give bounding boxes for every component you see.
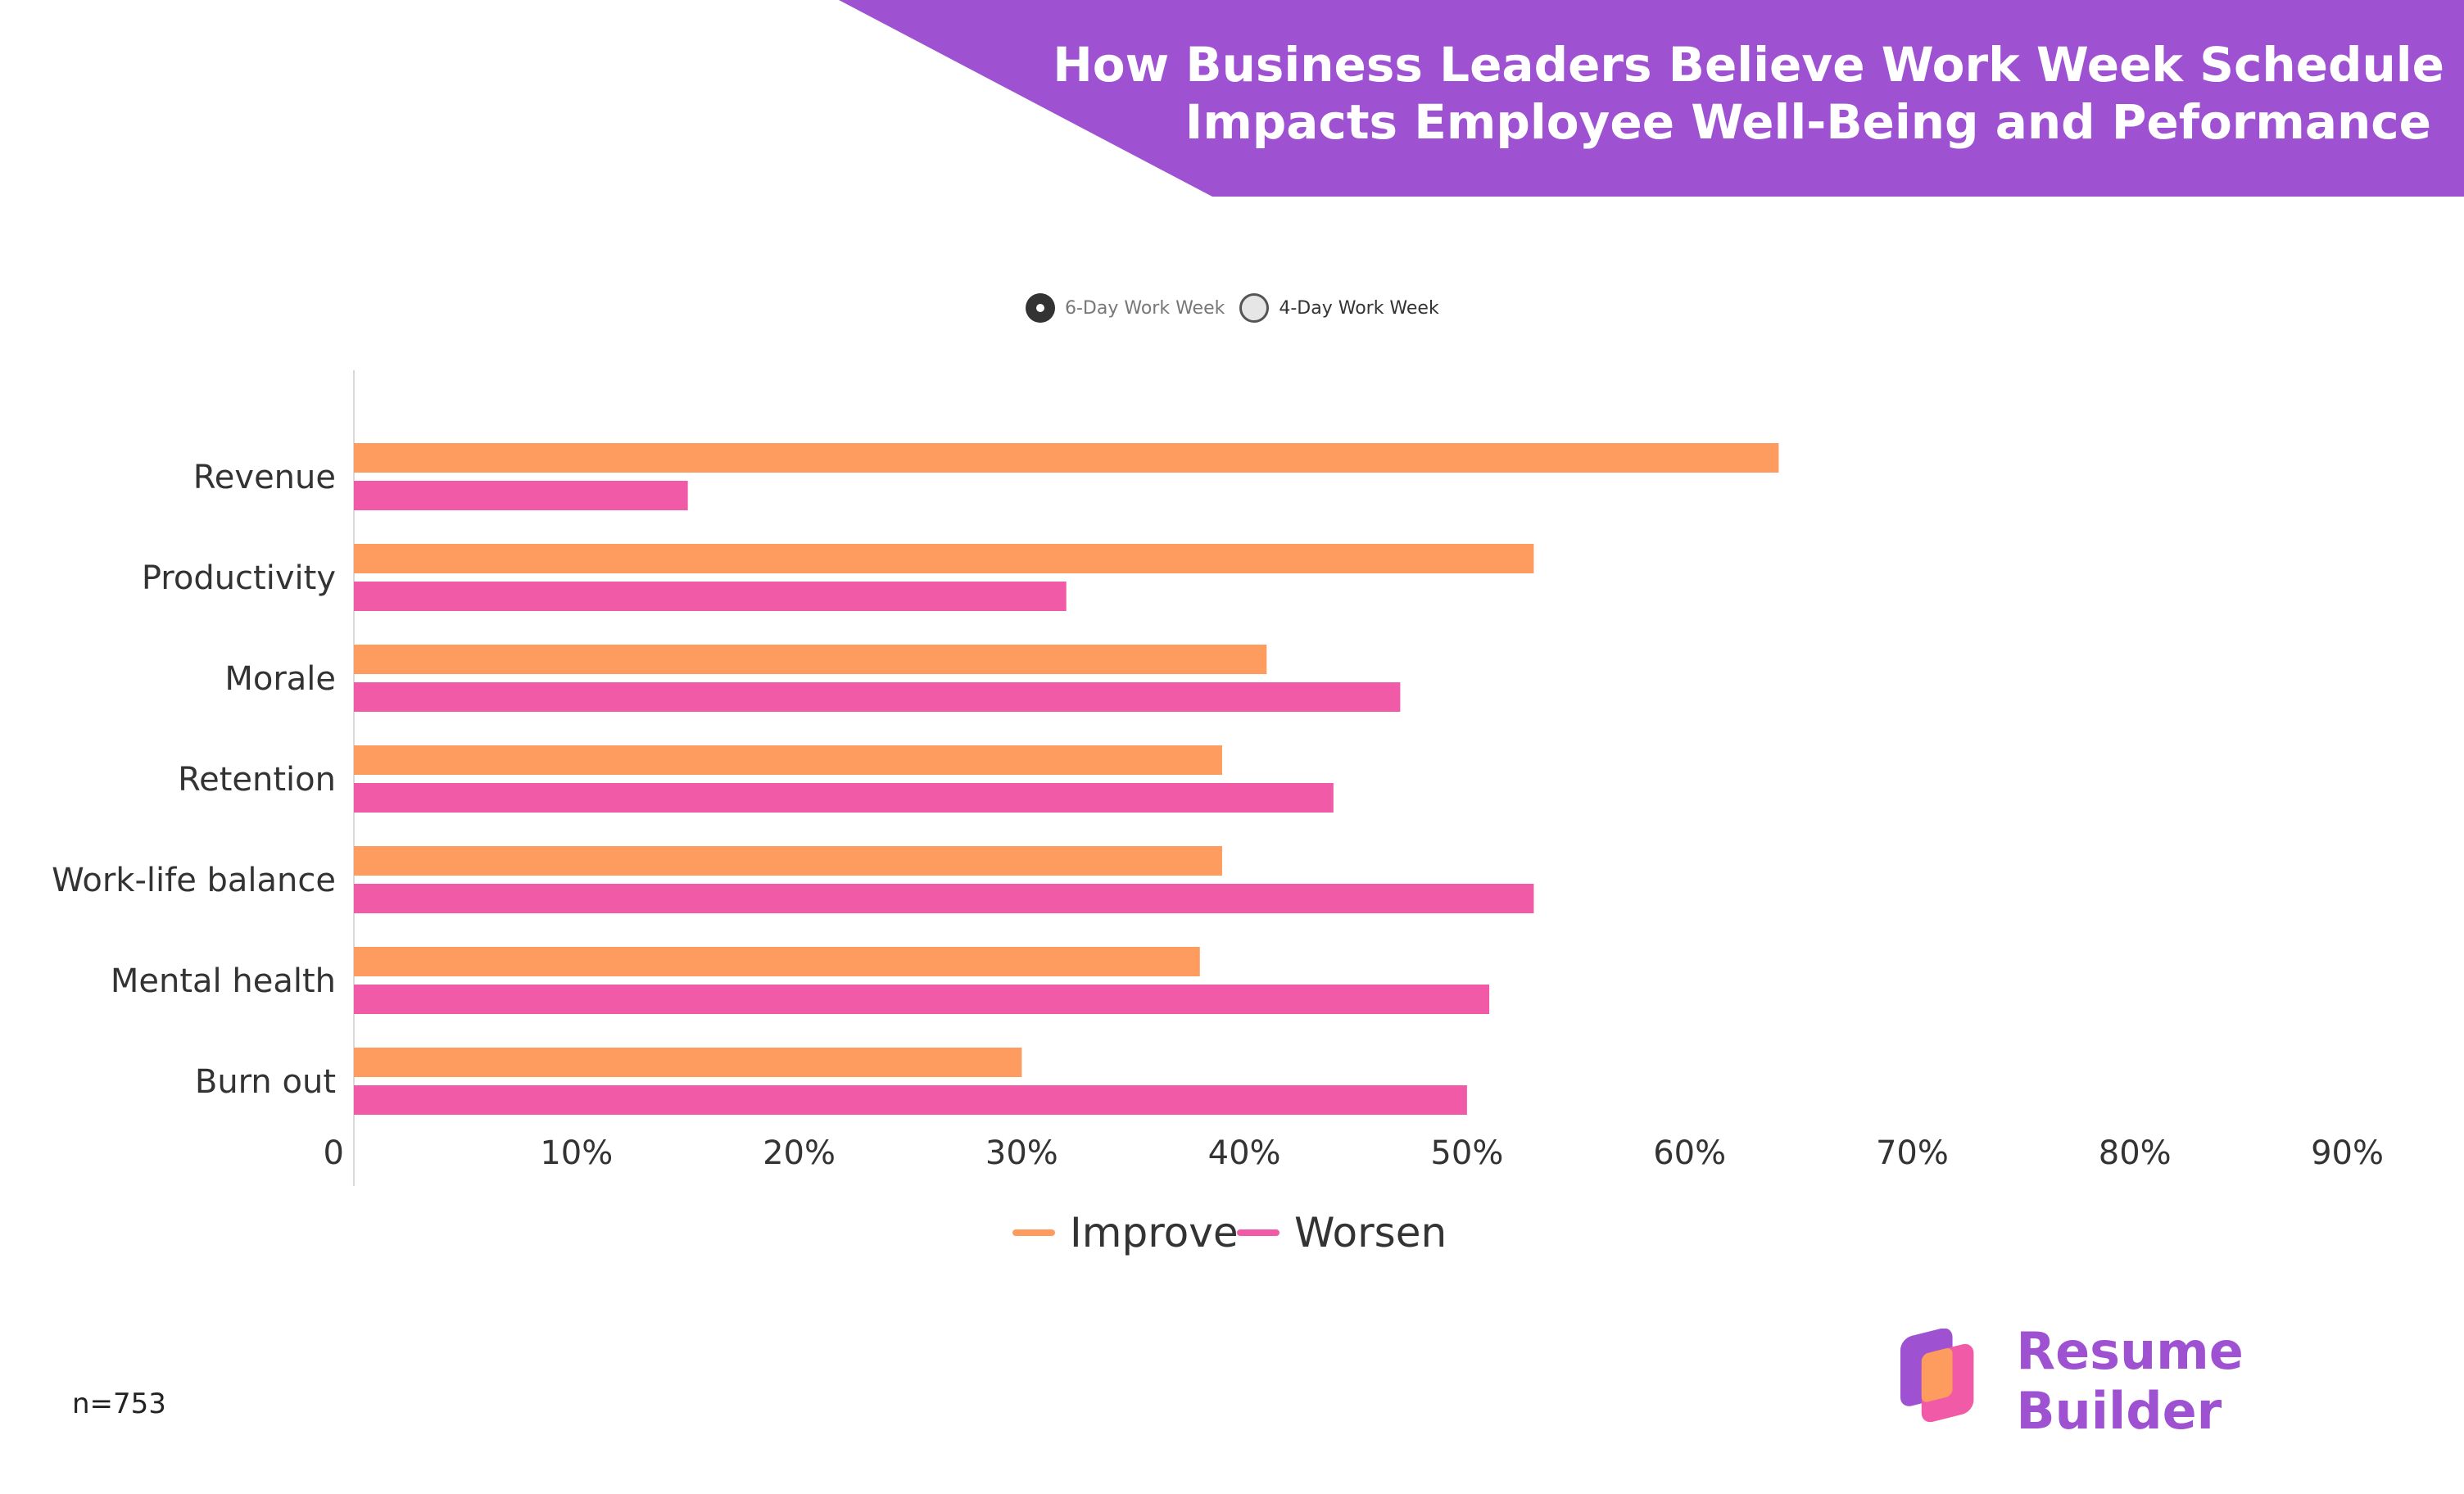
legend-label-worsen: Worsen bbox=[1294, 1209, 1447, 1256]
x-tick-label: 40% bbox=[1208, 1134, 1281, 1172]
brand-name: Resume Builder bbox=[2016, 1321, 2244, 1441]
bar-worsen bbox=[354, 783, 1334, 813]
bar-worsen bbox=[354, 884, 1534, 913]
chart-title-line-2: Impacts Employee Well-Being and Peforman… bbox=[1184, 94, 2431, 150]
toggle-option-6-day[interactable]: 6-Day Work Week bbox=[1026, 293, 1225, 323]
toggle-option-4-day[interactable]: 4-Day Work Week bbox=[1239, 293, 1439, 323]
chart-legend: Improve Worsen bbox=[1012, 1209, 1447, 1256]
category-label: Revenue bbox=[193, 459, 336, 496]
bar-improve bbox=[354, 544, 1534, 573]
radio-unselected-icon[interactable] bbox=[1239, 293, 1270, 323]
chart-title-line-1: How Business Leaders Believe Work Week S… bbox=[1053, 37, 2444, 93]
bar-improve bbox=[354, 645, 1267, 674]
header-banner bbox=[839, 0, 2464, 197]
title-banner-shape bbox=[839, 0, 2464, 197]
category-label: Morale bbox=[224, 660, 336, 698]
resume-builder-logo-icon bbox=[1900, 1329, 1974, 1423]
category-label: Retention bbox=[178, 761, 336, 799]
work-week-toggle: 6-Day Work Week 4-Day Work Week bbox=[1026, 292, 1439, 324]
bar-improve bbox=[354, 443, 1779, 473]
bar-improve bbox=[354, 745, 1222, 775]
x-tick-label: 90% bbox=[2311, 1134, 2384, 1172]
x-tick-label: 30% bbox=[985, 1134, 1058, 1172]
plot-area: Revenue Productivity Morale Retention Work-l… bbox=[52, 370, 2384, 1186]
x-tick-label: 70% bbox=[1876, 1134, 1949, 1172]
x-tick-label: 20% bbox=[763, 1134, 836, 1172]
x-tick-label: 10% bbox=[540, 1134, 613, 1172]
radio-selected-icon[interactable] bbox=[1026, 293, 1055, 323]
brand-logo: Resume Builder bbox=[1894, 1321, 2464, 1441]
chart-title: How Business Leaders Believe Work Week S… bbox=[724, 36, 2444, 151]
bar-improve bbox=[354, 1048, 1022, 1077]
bar-worsen bbox=[354, 1085, 1467, 1115]
legend-label-improve: Improve bbox=[1070, 1209, 1239, 1256]
bar-worsen bbox=[354, 582, 1067, 611]
category-label: Productivity bbox=[142, 559, 336, 597]
x-tick-label: 80% bbox=[2099, 1134, 2172, 1172]
category-label: Burn out bbox=[195, 1063, 336, 1101]
x-tick-label: 0 bbox=[324, 1134, 344, 1172]
bar-worsen bbox=[354, 985, 1490, 1014]
toggle-label-4-day: 4-Day Work Week bbox=[1279, 297, 1439, 319]
sample-size-note: n=753 bbox=[72, 1388, 166, 1420]
category-label: Work-life balance bbox=[52, 862, 336, 899]
bar-improve bbox=[354, 947, 1200, 976]
category-label: Mental health bbox=[111, 962, 336, 1000]
x-tick-label: 60% bbox=[1653, 1134, 1726, 1172]
bar-worsen bbox=[354, 682, 1401, 712]
x-tick-label: 50% bbox=[1430, 1134, 1503, 1172]
toggle-label-6-day: 6-Day Work Week bbox=[1065, 297, 1225, 319]
bar-improve bbox=[354, 846, 1222, 876]
bar-worsen bbox=[354, 481, 688, 510]
